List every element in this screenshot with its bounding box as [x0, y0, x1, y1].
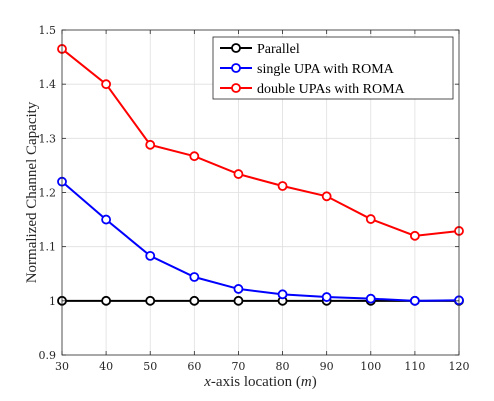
data-point	[365, 293, 376, 304]
x-axis-ticks: 30 40 50 60 70 80 90 100 110 120	[55, 30, 470, 373]
x-tick-label: 90	[320, 360, 334, 373]
data-point	[409, 230, 420, 241]
legend-label: single UPA with ROMA	[257, 62, 395, 77]
x-tick-label: 120	[449, 360, 470, 373]
data-point	[277, 289, 288, 300]
data-point	[145, 139, 156, 150]
y-axis-ticks: 0.9 1 1.1 1.2 1.3 1.4 1.5	[39, 24, 459, 362]
legend-marker	[231, 63, 241, 73]
legend: Parallel single UPA with ROMA double UPAs …	[212, 36, 454, 100]
series-line	[61, 180, 460, 302]
x-tick-label: 60	[187, 360, 201, 373]
data-point	[277, 181, 288, 191]
y-tick-label: 1	[49, 295, 56, 308]
legend-marker	[231, 43, 241, 53]
y-tick-label: 1.3	[39, 132, 57, 145]
data-point	[189, 151, 200, 162]
legend-entry: Parallel	[220, 42, 300, 57]
series-line	[61, 48, 460, 237]
x-tick-label: 40	[99, 360, 113, 373]
data-point	[365, 214, 376, 224]
x-tick-label: 30	[55, 360, 69, 373]
x-axis-label: x-axis location (m)	[203, 374, 317, 390]
y-tick-label: 1.4	[39, 78, 57, 91]
legend-entry: double UPAs with ROMA	[220, 82, 406, 97]
data-point	[409, 295, 420, 306]
data-point	[101, 295, 112, 306]
series-double-upas-with-roma	[57, 44, 464, 241]
legend-entry: single UPA with ROMA	[220, 62, 395, 77]
data-point	[321, 292, 332, 302]
x-tick-label: 70	[231, 360, 245, 373]
x-tick-label: 80	[276, 360, 290, 373]
legend-box	[212, 36, 454, 100]
y-tick-label: 1.2	[39, 187, 57, 200]
y-tick-label: 1.5	[39, 24, 57, 37]
x-tick-label: 110	[404, 360, 425, 373]
x-tick-label: 100	[360, 360, 381, 373]
data-point	[233, 169, 244, 179]
y-tick-label: 1.1	[39, 241, 57, 254]
y-tick-label: 0.9	[39, 349, 57, 362]
series-layer	[57, 44, 464, 306]
data-point	[321, 191, 332, 202]
legend-label: double UPAs with ROMA	[257, 82, 406, 97]
legend-marker	[231, 83, 241, 93]
data-point	[189, 272, 200, 282]
data-point	[101, 214, 112, 225]
data-point	[189, 295, 200, 306]
legend-label: Parallel	[257, 42, 300, 57]
data-point	[101, 79, 112, 90]
data-point	[145, 250, 156, 261]
data-point	[233, 295, 244, 306]
y-axis-label: Normalized Channel Capacity	[24, 101, 40, 283]
data-point	[145, 295, 156, 306]
x-tick-label: 50	[143, 360, 157, 373]
data-point	[233, 284, 244, 294]
